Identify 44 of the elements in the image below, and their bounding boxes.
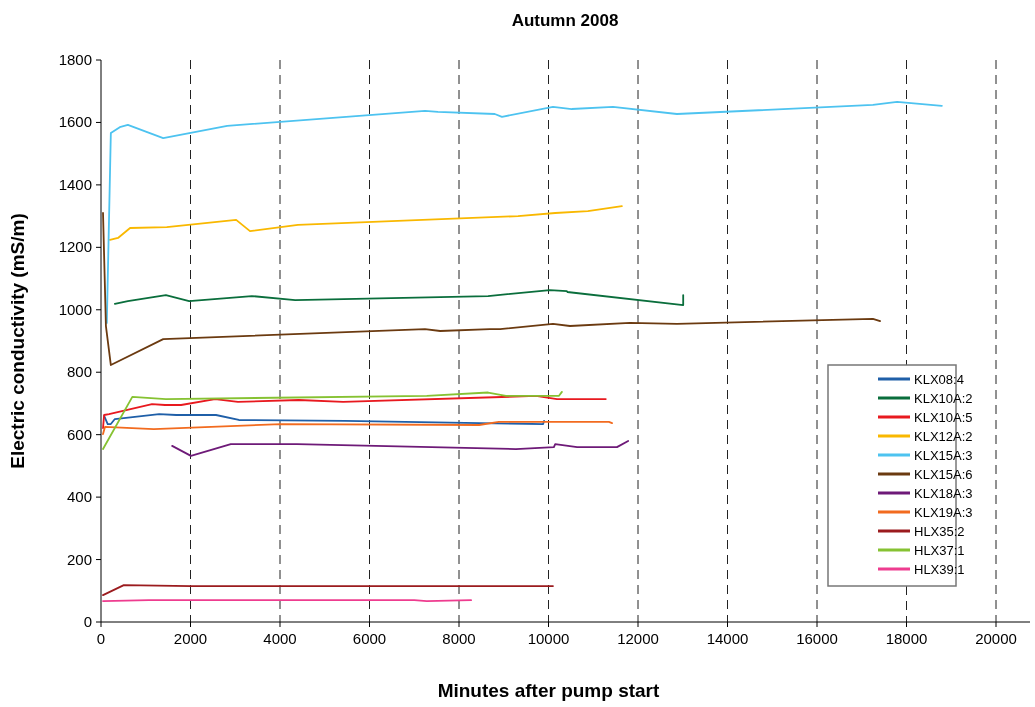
legend-label: KLX08:4 [914,372,964,387]
x-tick-label: 4000 [263,630,297,647]
line-series [102,395,607,430]
legend-label: HLX35:2 [914,524,965,539]
y-tick-label: 1400 [58,175,92,193]
y-tick-label: 200 [66,550,92,568]
x-tick-label: 14000 [706,630,749,647]
line-series [102,212,881,366]
legend-label: KLX15A:3 [914,448,973,463]
x-tick-label: 16000 [796,630,838,647]
x-axis-title: Minutes after pump start [437,680,661,701]
line-series [103,413,545,425]
legend-label: KLX12A:2 [914,429,973,444]
legend-label: KLX19A:3 [914,505,973,520]
line-series [109,205,623,241]
x-tick-label: 20000 [975,630,1017,647]
y-tick-label: 800 [66,363,92,381]
x-tick-label: 2000 [173,630,208,647]
line-series [102,420,613,435]
y-tick-label: 0 [83,613,92,630]
x-tick-label: 10000 [527,630,570,647]
x-tick-label: 6000 [352,630,387,647]
legend-label: HLX37:1 [914,543,965,558]
y-tick-label: 1600 [58,113,92,131]
x-tick-label: 18000 [885,630,928,647]
y-tick-label: 1800 [58,51,92,68]
chart-title: Autumn 2008 [511,11,619,30]
legend-label: HLX39:1 [914,562,965,577]
legend-label: KLX15A:6 [914,467,973,482]
legend-label: KLX10A:2 [914,391,973,406]
y-tick-label: 400 [66,488,92,506]
line-series [113,289,685,306]
legend-label: KLX10A:5 [914,410,973,425]
line-series [105,100,943,324]
line-series [171,440,630,457]
x-tick-label: 0 [96,630,106,647]
line-series [102,390,563,450]
y-tick-label: 1200 [58,238,92,256]
legend-label: KLX18A:3 [914,486,973,501]
y-tick-label: 1000 [58,300,92,318]
y-axis-title: Electric conductivity (mS/m) [7,213,28,469]
x-tick-label: 12000 [617,630,659,647]
x-tick-label: 8000 [442,630,476,647]
y-tick-label: 600 [66,425,92,443]
